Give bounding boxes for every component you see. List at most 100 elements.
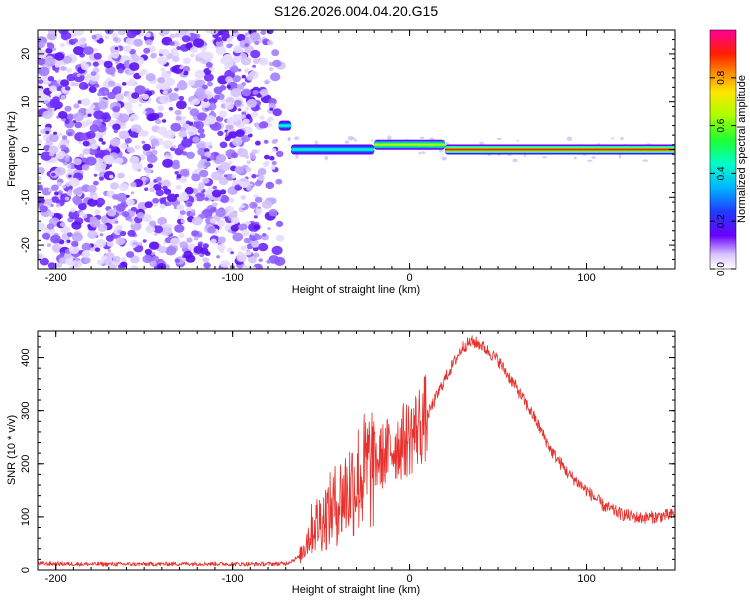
- heatmap-cell: [38, 222, 46, 232]
- heatmap-cell: [219, 141, 228, 149]
- heatmap-cell: [66, 68, 73, 73]
- heatmap-cell: [97, 223, 108, 232]
- heatmap-cell: [83, 257, 91, 264]
- heatmap-cell: [137, 242, 143, 246]
- heatmap-cell: [238, 223, 248, 231]
- heatmap-cell: [218, 177, 229, 186]
- heatmap-cell: [72, 38, 79, 43]
- heatmap-cell: [275, 220, 284, 227]
- heatmap-cell: [159, 30, 167, 37]
- heatmap-cell: [77, 100, 83, 104]
- heatmap-cell: [47, 76, 55, 82]
- heatmap-cell: [46, 223, 55, 230]
- heatmap-cell: [130, 181, 137, 188]
- heatmap-cell: [107, 249, 112, 253]
- heatmap-cell: [112, 37, 119, 42]
- heatmap-cell: [240, 56, 252, 66]
- heatmap-cell: [85, 119, 93, 126]
- heatmap-cell: [120, 230, 127, 237]
- heatmap-cell: [272, 59, 282, 68]
- heatmap-cell: [64, 157, 70, 162]
- heatmap-cell: [271, 49, 280, 57]
- heatmap-cell: [324, 155, 329, 161]
- heatmap-cell: [234, 184, 243, 191]
- heatmap-cell: [102, 112, 110, 118]
- heatmap-cell: [144, 248, 152, 255]
- heatmap-cell: [421, 151, 426, 155]
- heatmap-cell: [124, 69, 130, 74]
- heatmap-cell: [188, 131, 194, 137]
- heatmap-cell: [67, 132, 72, 136]
- heatmap-cell: [170, 237, 181, 246]
- heatmap-cell: [152, 197, 160, 204]
- heatmap-cell: [210, 238, 217, 244]
- heatmap-cell: [79, 211, 86, 217]
- heatmap-cell: [166, 193, 178, 203]
- heatmap-cell: [145, 73, 156, 82]
- heatmap-cell: [145, 173, 150, 177]
- heatmap-cell: [131, 92, 140, 99]
- heatmap-cell: [115, 203, 126, 212]
- heatmap-cell: [246, 160, 251, 164]
- heatmap-cell: [59, 42, 66, 48]
- heatmap-cell: [258, 57, 269, 66]
- heatmap-cell: [180, 168, 190, 177]
- heatmap-cell: [230, 66, 239, 73]
- heatmap-cell: [225, 124, 232, 130]
- heatmap-cell: [103, 90, 109, 95]
- heatmap-cell: [210, 207, 217, 213]
- heatmap-cell: [100, 163, 107, 168]
- heatmap-cell: [243, 244, 248, 249]
- heatmap-cell: [573, 156, 577, 160]
- heatmap-cell: [111, 32, 118, 39]
- heatmap-cell: [93, 52, 102, 60]
- heatmap-cell: [228, 160, 233, 165]
- heatmap-cell: [81, 63, 90, 71]
- heatmap-cell: [91, 34, 97, 40]
- heatmap-cell: [287, 137, 291, 141]
- heatmap-cell: [68, 245, 80, 255]
- heatmap-cell: [115, 157, 124, 164]
- heatmap-cell: [118, 113, 130, 123]
- heatmap-cell: [240, 195, 247, 200]
- heatmap-cell: [244, 68, 250, 73]
- heatmap-cell: [110, 182, 119, 190]
- heatmap-cell: [187, 79, 196, 86]
- heatmap-cell: [130, 265, 139, 269]
- heatmap-cell: [276, 234, 285, 242]
- tick-label: 0: [407, 272, 413, 284]
- heatmap-cell: [73, 46, 84, 56]
- heatmap-cell: [105, 235, 114, 242]
- heatmap-cell: [246, 186, 252, 191]
- heatmap-cell: [79, 153, 85, 158]
- heatmap-cell: [267, 227, 271, 231]
- heatmap-cell: [230, 224, 240, 232]
- heatmap-cell: [51, 184, 59, 191]
- heatmap-cell: [172, 56, 180, 63]
- heatmap-x-axis-label: Height of straight line (km): [292, 284, 420, 296]
- heatmap-cell: [516, 139, 519, 142]
- heatmap-cell: [254, 40, 260, 46]
- heatmap-cell: [268, 208, 278, 217]
- heatmap-cell: [496, 137, 502, 140]
- heatmap-cell: [354, 138, 358, 142]
- heatmap-cell: [260, 30, 267, 35]
- heatmap-cell: [143, 215, 152, 223]
- heatmap-cell: [140, 130, 149, 137]
- heatmap-cell: [212, 189, 222, 198]
- signal-segment-3: [444, 144, 675, 155]
- heatmap-cell: [67, 168, 73, 173]
- heatmap-cell: [157, 77, 165, 84]
- heatmap-cell: [54, 52, 65, 61]
- heatmap-cell: [183, 250, 193, 259]
- heatmap-cell: [117, 68, 124, 74]
- heatmap-cell: [165, 153, 174, 160]
- heatmap-cell: [204, 161, 211, 168]
- heatmap-cell: [71, 221, 82, 230]
- heatmap-cell: [642, 159, 649, 162]
- heatmap-cell: [38, 176, 42, 181]
- heatmap-cell: [176, 174, 182, 179]
- snr-x-axis-label: Height of straight line (km): [292, 584, 420, 596]
- heatmap-cell: [74, 257, 80, 262]
- heatmap-cell: [269, 107, 274, 111]
